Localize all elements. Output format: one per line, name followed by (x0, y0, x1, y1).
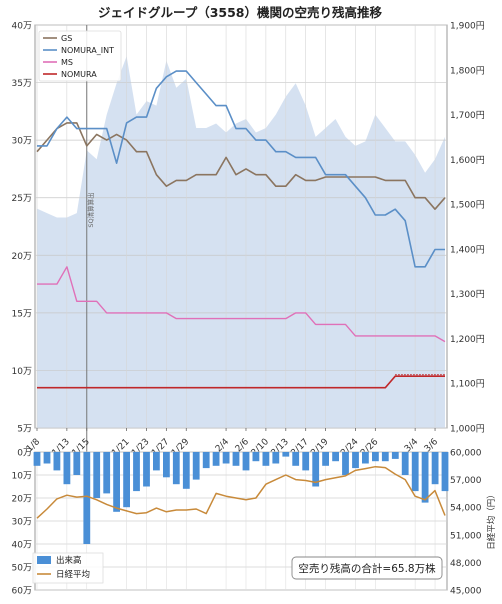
legend-label-nikkei: 日経平均 (56, 569, 90, 580)
summary-text: 空売り残高の合計=65.8万株 (298, 562, 436, 575)
y-right-tick-label: 1,700円 (450, 110, 485, 121)
bottom-y-left-tick-label: 60万 (12, 587, 32, 597)
y-right-tick-label: 1,600円 (450, 155, 485, 166)
volume-bar (103, 452, 111, 494)
volume-bar (182, 452, 190, 489)
y-right-tick-label: 1,100円 (450, 379, 485, 390)
volume-bar (242, 452, 250, 471)
y-right-tick-label: 1,000円 (450, 424, 485, 435)
volume-bar (302, 452, 310, 471)
bottom-y-right-tick-label: 51,000 (450, 531, 482, 541)
volume-bar (232, 452, 240, 466)
series-line-nomura (37, 375, 445, 389)
volume-bar (272, 452, 280, 464)
y-left-tick-label: 5万 (17, 425, 32, 435)
y-right-tick-label: 1,400円 (450, 244, 485, 255)
volume-bar (441, 452, 449, 492)
legend-label-volume: 出来高 (56, 555, 82, 566)
volume-bar (252, 452, 260, 462)
summary-box (291, 556, 443, 580)
y-right-tick-label: 1,900円 (450, 21, 485, 32)
volume-bar (163, 452, 170, 478)
volume-bar (53, 452, 61, 471)
y-left-tick-label: 20万 (12, 252, 32, 262)
bottom-y-left-tick-label: 30万 (12, 518, 32, 528)
volume-bar (421, 452, 429, 503)
y-right-tick-label: 1,800円 (450, 65, 485, 76)
y-left-tick-label: 40万 (12, 22, 32, 32)
nikkei-line (36, 465, 446, 519)
volume-bar (172, 452, 180, 485)
volume-bar (431, 452, 439, 485)
volume-bar (362, 452, 369, 464)
bottom-y-left-tick-label: 40万 (12, 541, 32, 551)
y-left-tick-label: 10万 (12, 367, 32, 377)
top-legend-box (38, 30, 122, 82)
legend-label-nomura: NOMURA (61, 70, 97, 79)
series-line-nomura-int (37, 70, 445, 268)
volume-bar (63, 452, 71, 485)
volume-bar (202, 452, 210, 469)
volume-bar (43, 452, 51, 464)
series-line-gs (36, 122, 446, 210)
y-left-tick-label: 30万 (12, 137, 32, 147)
volume-bar (113, 452, 120, 512)
bottom-y-left-tick-label: 50万 (12, 564, 32, 574)
y-right-tick-label: 1,500円 (450, 200, 485, 211)
volume-bar (73, 452, 81, 475)
volume-bar (292, 452, 300, 466)
bottom-y-left-tick-label: 10万 (12, 472, 32, 482)
volume-bar (212, 452, 220, 466)
volume-bar (391, 452, 399, 459)
y-right-tick-label: 1,200円 (450, 334, 485, 345)
bottom-y-right-tick-label: 57,000 (450, 476, 482, 486)
volume-bar (381, 452, 389, 462)
y-right-tick-label: 1,300円 (450, 289, 485, 300)
bottom-y-left-tick-label: 20万 (12, 495, 32, 505)
volume-bar (332, 452, 339, 462)
volume-bar (153, 452, 160, 471)
volume-bar (322, 452, 329, 466)
volume-bar (83, 452, 91, 544)
price-area (37, 56, 445, 429)
chart-title: ジェイドグループ（3558）機関の空売り残高推移 (98, 5, 383, 20)
bottom-y-right-tick-label: 45,000 (450, 587, 482, 597)
volume-bar (372, 452, 379, 462)
volume-bar (312, 452, 320, 487)
bottom-y-left-tick-label: 0万 (17, 449, 32, 459)
y-left-tick-label: 15万 (12, 309, 32, 319)
volume-bar (222, 452, 230, 464)
volume-bar (352, 452, 359, 469)
bottom-y-right-axis-label: 日経平均（円） (486, 490, 497, 550)
volume-bar (143, 452, 150, 487)
volume-bar (123, 452, 130, 508)
bottom-y-right-tick-label: 54,000 (450, 504, 482, 514)
legend-label-nomura-int: NOMURA_INT (61, 46, 114, 55)
volume-bar (33, 452, 41, 466)
volume-bar (282, 452, 290, 457)
y-left-tick-label: 25万 (12, 194, 32, 204)
y-left-tick-label: 35万 (12, 79, 32, 89)
volume-bar (133, 452, 140, 492)
volume-bar (342, 452, 349, 475)
bottom-y-right-tick-label: 48,000 (450, 559, 482, 569)
legend-swatch-volume (37, 556, 51, 564)
volume-bar (93, 452, 101, 498)
volume-bar (192, 452, 200, 480)
volume-bar (401, 452, 409, 475)
legend-label-gs: GS (61, 34, 72, 43)
legend-label-ms: MS (61, 58, 73, 67)
volume-bar (262, 452, 270, 466)
volume-bar (411, 452, 419, 492)
series-line-ms (37, 266, 446, 343)
bottom-y-right-tick-label: 60,000 (450, 449, 482, 459)
sq-annotation-label: SQ清算算出 (86, 192, 95, 227)
